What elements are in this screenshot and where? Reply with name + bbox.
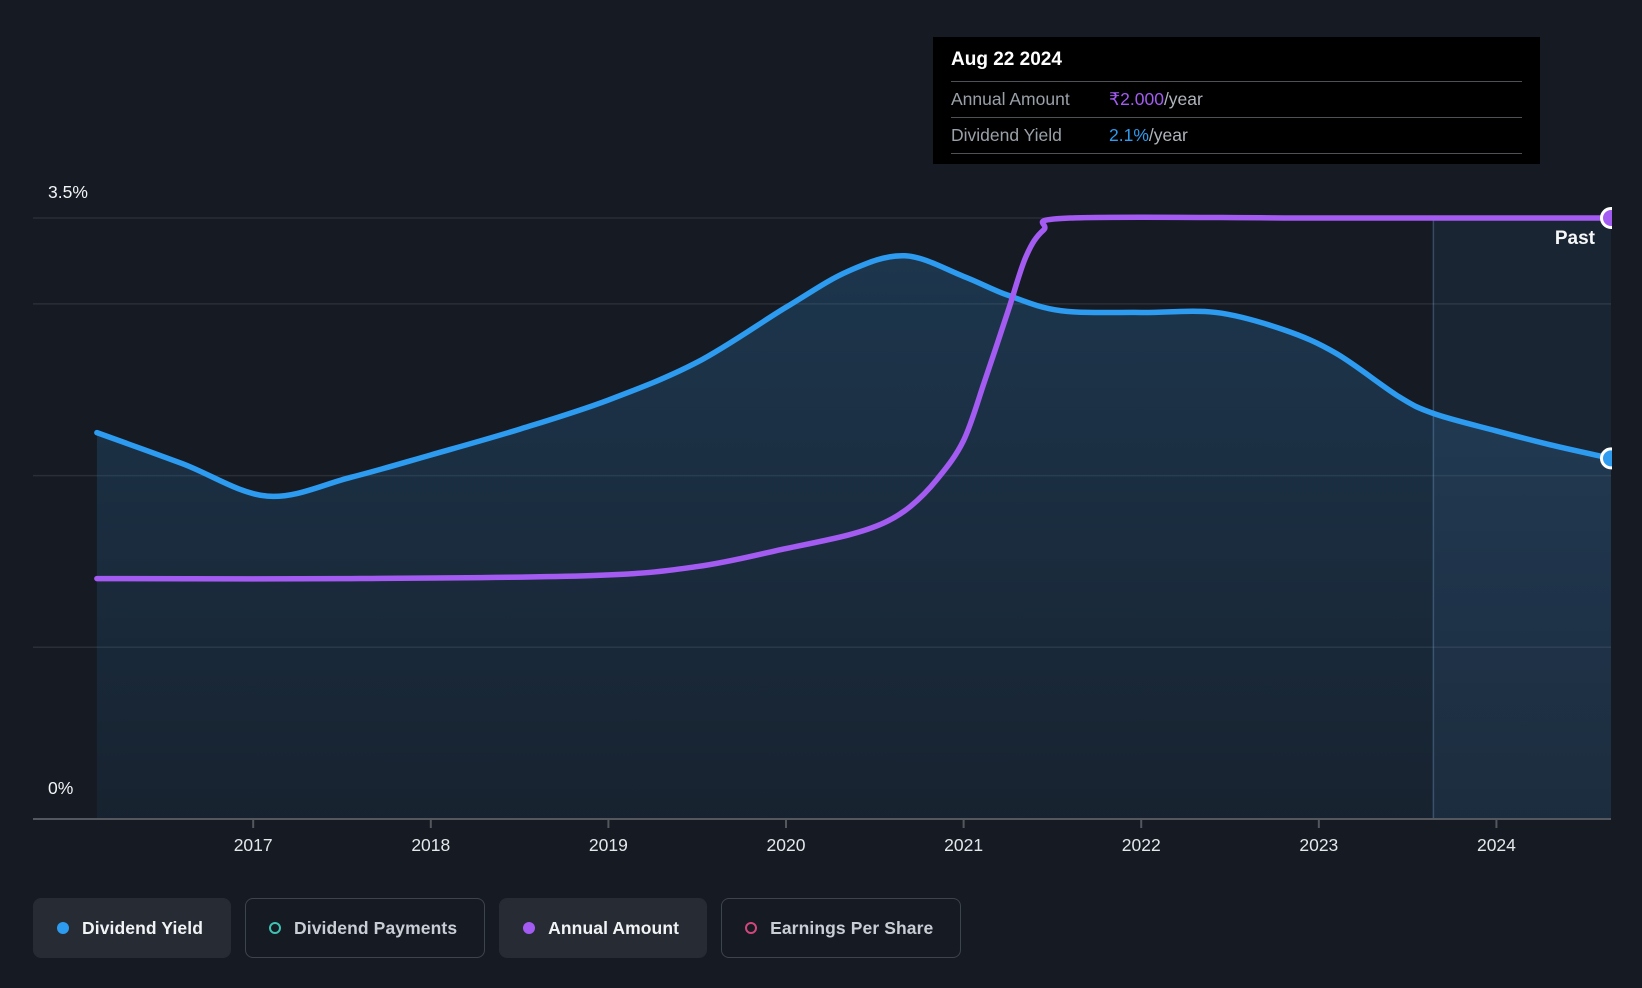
tooltip-label: Annual Amount xyxy=(951,89,1070,109)
tooltip-value: 2.1% xyxy=(1109,125,1149,145)
filled-dot-icon xyxy=(57,922,69,934)
y-axis-max-label: 3.5% xyxy=(48,182,88,202)
legend-item-label: Annual Amount xyxy=(548,917,680,938)
x-axis-label-2018: 2018 xyxy=(411,835,450,855)
legend-item-label: Dividend Yield xyxy=(82,917,204,938)
legend-item-annual-amount[interactable]: Annual Amount xyxy=(499,898,708,958)
dividend-yield-end-marker[interactable] xyxy=(1600,447,1621,470)
legend-item-label: Earnings Per Share xyxy=(770,917,934,938)
x-axis-label-2024: 2024 xyxy=(1477,835,1516,855)
filled-dot-icon xyxy=(523,922,536,934)
hollow-dot-icon xyxy=(745,922,758,934)
dividend-yield-line xyxy=(94,253,1612,500)
tooltip-row-annual-amount: Annual Amount ₹2.000/year xyxy=(951,81,1522,117)
yield-area-fill xyxy=(96,255,1611,820)
tooltip-value: ₹2.000 xyxy=(1109,89,1164,109)
legend-item-dividend-yield[interactable]: Dividend Yield xyxy=(33,898,232,958)
past-period-band xyxy=(1433,218,1611,819)
x-axis-label-2017: 2017 xyxy=(234,835,273,855)
annual-amount-end-marker[interactable] xyxy=(1600,207,1621,229)
legend-item-label: Dividend Payments xyxy=(294,917,458,938)
x-axis-label-2020: 2020 xyxy=(767,835,806,855)
x-axis-label-2021: 2021 xyxy=(944,835,983,855)
annual-amount-line xyxy=(94,214,1612,582)
tooltip-label: Dividend Yield xyxy=(951,125,1062,145)
tooltip-value-suffix: /year xyxy=(1148,125,1188,145)
y-axis-zero-label: 0% xyxy=(48,778,74,798)
legend-item-dividend-payments[interactable]: Dividend Payments xyxy=(245,898,486,958)
x-axis-label-2022: 2022 xyxy=(1122,835,1161,855)
chart-legend: Dividend Yield Dividend Payments Annual Am… xyxy=(33,898,962,958)
tooltip-date: Aug 22 2024 xyxy=(951,49,1062,70)
chart-tooltip: Aug 22 2024 Annual Amount ₹2.000/year Di… xyxy=(933,37,1540,164)
past-region-label: Past xyxy=(1554,228,1595,249)
hollow-dot-icon xyxy=(269,922,282,934)
tooltip-value-suffix: /year xyxy=(1163,89,1203,109)
legend-item-earnings-per-share[interactable]: Earnings Per Share xyxy=(721,898,962,958)
tooltip-row-dividend-yield: Dividend Yield 2.1%/year xyxy=(951,117,1522,154)
x-axis-label-2023: 2023 xyxy=(1299,835,1338,855)
x-axis-label-2019: 2019 xyxy=(589,835,628,855)
